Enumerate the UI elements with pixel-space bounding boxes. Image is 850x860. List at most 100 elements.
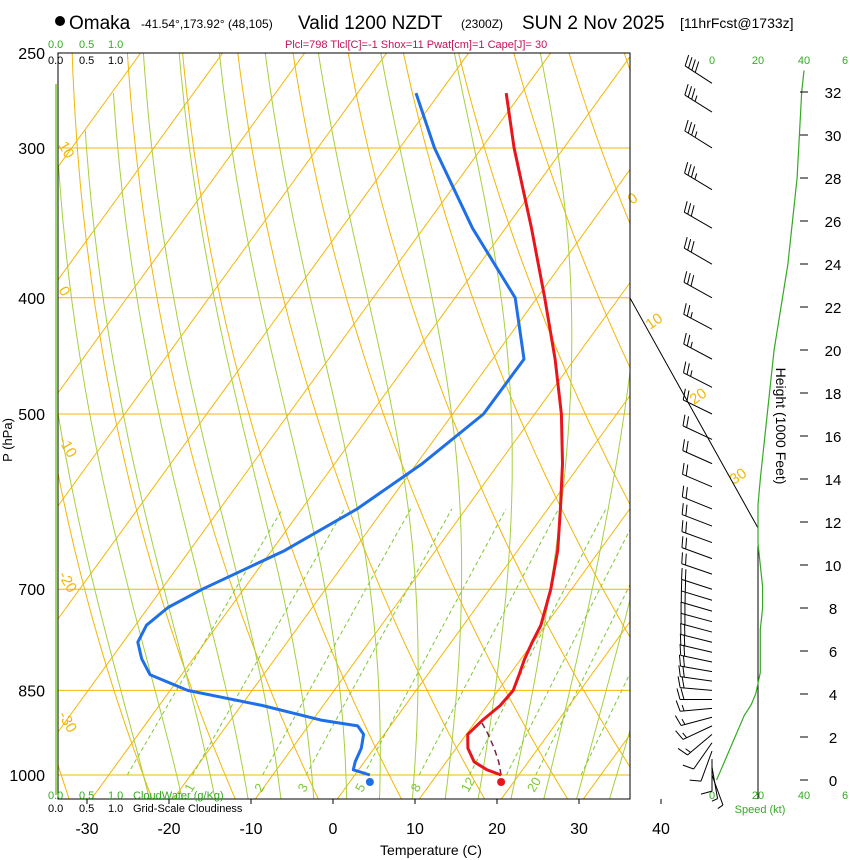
barb-staff: [680, 707, 713, 712]
bottom-cloudiness-scale-2: 1.0: [108, 803, 123, 815]
surface-temperature-dot: [497, 778, 506, 786]
top-cloud-scale-1: 0.5: [79, 39, 94, 51]
pressure-axis: 250 300 400 500 700 850 1000: [9, 46, 45, 785]
barb-full-flag: [684, 54, 690, 67]
dewpoint-line: [136, 92, 526, 777]
wind-barb: [676, 688, 712, 700]
moist-adiabat-line: [58, 410, 151, 799]
wind-barb: [689, 750, 713, 782]
barb-staff: [680, 687, 713, 691]
temperature-line: [466, 92, 564, 777]
barb-half-flag: [690, 341, 693, 348]
station-name: Omaka: [69, 13, 131, 34]
wind-barb: [681, 567, 713, 590]
top-cloudiness-scale-1: 0.5: [79, 55, 94, 67]
dry-adiabat-line: [126, 53, 319, 799]
barb-full-flag: [685, 464, 689, 476]
wind-barb: [683, 237, 713, 265]
wind-barb: [682, 414, 713, 440]
barb-full-flag: [691, 59, 696, 71]
barb-full-flag: [684, 119, 689, 132]
wind-speed-top-tick-0: 0: [709, 55, 715, 67]
barb-staff: [684, 172, 713, 191]
isotherm-label-1: 0: [55, 284, 74, 300]
wind-barb: [679, 643, 713, 663]
barb-staff: [680, 634, 713, 643]
wind-barb: [680, 602, 713, 623]
barb-full-flag: [680, 688, 685, 700]
barb-half-flag: [717, 804, 724, 809]
barb-staff: [681, 531, 713, 544]
isotherm-label-6: 10: [643, 310, 666, 333]
isotherm-line: [58, 53, 388, 507]
pressure-axis-title: P (hPa): [0, 418, 15, 462]
wind-barb: [683, 303, 713, 330]
barb-staff: [683, 281, 713, 299]
wind-barb: [682, 361, 713, 388]
barb-half-flag: [711, 798, 718, 802]
barb-full-flag: [683, 303, 687, 315]
wind-barb: [677, 676, 713, 691]
barb-full-flag: [679, 643, 682, 656]
barb-full-flag: [683, 271, 688, 283]
dry-adiabat-line: [568, 53, 630, 226]
wind-barb: [675, 725, 713, 740]
wind-speed-top-tick-2: 40: [798, 55, 810, 67]
mixing-ratio-line: [126, 508, 283, 776]
temperature-axis-title: Temperature (C): [380, 842, 482, 858]
wind-barb: [684, 54, 713, 84]
barb-half-flag: [685, 748, 691, 753]
barb-full-flag: [684, 162, 689, 174]
barb-full-flag: [678, 654, 681, 667]
pressure-tick-400: 400: [18, 291, 45, 308]
isotherm-line: [58, 53, 470, 620]
barb-full-flag: [686, 304, 691, 317]
barb-staff: [682, 425, 713, 440]
utc-time: (2300Z): [461, 17, 503, 31]
dry-adiabat-line: [836, 32, 850, 801]
barb-full-flag: [685, 521, 688, 534]
barb-full-flag: [681, 552, 683, 564]
wind-barb: [678, 665, 713, 682]
mixing-ratio-line: [418, 508, 560, 776]
barb-half-flag: [694, 131, 698, 138]
wind-barb: [684, 84, 713, 113]
moist-adiabat-lines: [58, 53, 630, 799]
moist-adiabat-line: [380, 53, 463, 799]
mixing-ratio-label-2: 2: [251, 781, 268, 795]
wind-speed-bottom-tick-1: 20: [752, 790, 764, 802]
mixing-ratio-line: [305, 508, 453, 776]
isotherm-label-0: 10: [55, 139, 78, 162]
barb-staff: [681, 590, 713, 601]
barb-full-flag: [681, 676, 685, 689]
surface-dewpoint-dot: [365, 778, 374, 786]
dry-adiabat-line: [71, 53, 236, 799]
wind-barb: [681, 536, 713, 560]
isotherm-line: [58, 53, 224, 281]
barb-staff: [680, 623, 713, 633]
mixing-ratio-line: [505, 528, 630, 776]
top-cloudiness-scale-2: 1.0: [108, 55, 123, 67]
plot-border: [57, 52, 631, 800]
barb-full-flag: [685, 537, 688, 550]
wind-barb: [711, 767, 719, 802]
isotherm-line: [90, 55, 630, 799]
mixing-ratio-line: [262, 508, 412, 776]
barb-full-flag: [685, 504, 688, 517]
moist-adiabat-line: [84, 130, 216, 799]
dry-adiabat-line: [347, 53, 630, 768]
barb-full-flag: [689, 779, 702, 782]
wind-barb: [680, 623, 713, 643]
wind-barb: [675, 700, 713, 712]
barb-staff: [684, 211, 713, 229]
barb-full-flag: [691, 88, 696, 100]
dry-adiabat-lines: [58, 32, 850, 801]
station-dot-icon: [55, 16, 65, 26]
moist-adiabat-line: [218, 53, 348, 799]
forecast-run: [11hrFcst@1733z]: [680, 15, 794, 31]
wind-barb: [683, 201, 713, 229]
forecast-date: SUN 2 Nov 2025: [522, 13, 665, 34]
dry-adiabat-line: [402, 53, 630, 639]
bottom-cloud-scale-2: 1.0: [108, 790, 123, 802]
